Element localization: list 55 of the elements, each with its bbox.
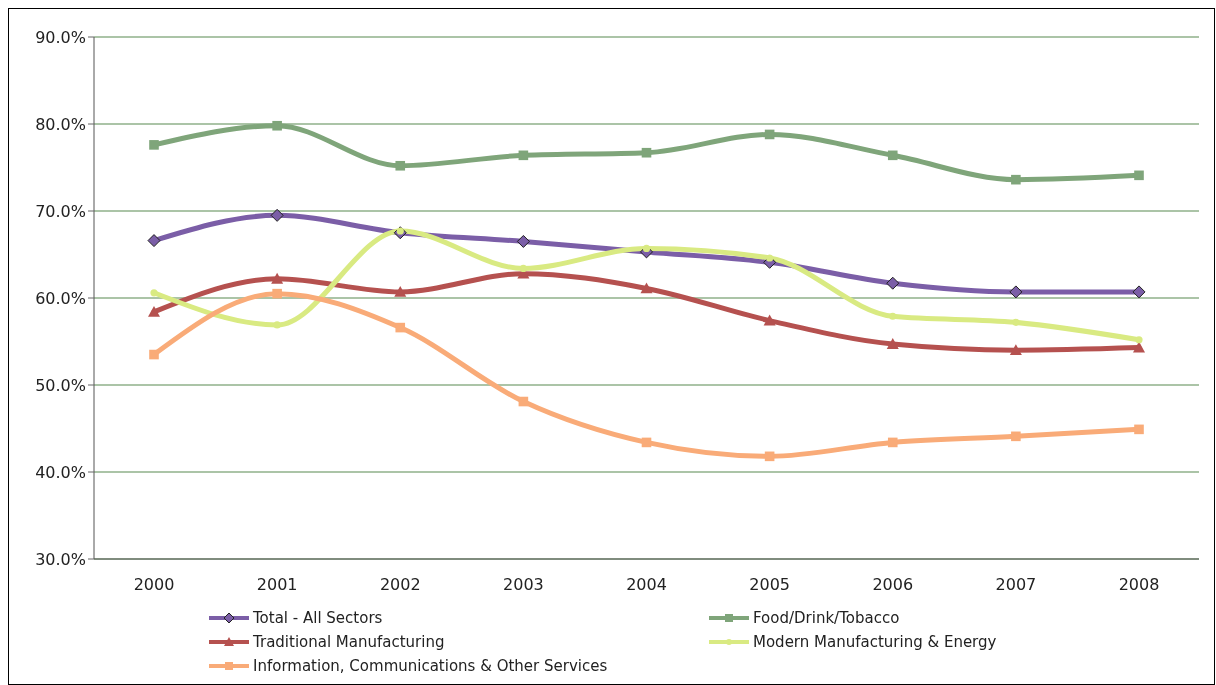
point — [1134, 170, 1144, 181]
y-tick-label: 50.0% — [35, 375, 86, 395]
point — [519, 264, 527, 273]
point — [886, 338, 899, 349]
point — [887, 437, 898, 448]
point — [148, 305, 160, 317]
point — [149, 349, 159, 360]
point — [1135, 336, 1143, 344]
point — [394, 285, 407, 297]
y-tick-label: 80.0% — [35, 114, 86, 134]
point — [1011, 174, 1021, 185]
x-tick-label: 2004 — [626, 575, 667, 595]
y-tick-label: 70.0% — [35, 201, 86, 221]
x-tick-label: 2005 — [749, 575, 790, 595]
x-tick-label: 2001 — [256, 575, 298, 595]
x-tick-label: 2008 — [1118, 575, 1160, 595]
point — [270, 208, 284, 222]
point — [1012, 318, 1020, 326]
point — [887, 150, 898, 161]
point — [763, 314, 776, 326]
point — [147, 234, 161, 248]
point — [641, 147, 652, 158]
legend-label: Total - All Sectors — [253, 609, 383, 627]
legend-label: Food/Drink/Tobacco — [753, 609, 900, 627]
x-tick-label: 2003 — [503, 575, 544, 595]
point — [1011, 431, 1021, 442]
point — [640, 282, 653, 294]
point — [395, 160, 406, 171]
legend-label: Modern Manufacturing & Energy — [753, 633, 997, 651]
point — [272, 288, 282, 299]
point — [1132, 285, 1146, 299]
y-tick-label: 30.0% — [35, 549, 86, 569]
point — [1009, 344, 1022, 355]
x-tick-label: 2002 — [379, 575, 421, 595]
point — [149, 140, 159, 150]
point — [889, 312, 897, 320]
point — [271, 272, 284, 284]
point — [273, 321, 281, 329]
point — [395, 322, 406, 333]
y-tick-label: 60.0% — [35, 288, 86, 308]
legend-label: Information, Communications & Other Services — [253, 657, 608, 675]
y-tick-label: 90.0% — [35, 27, 86, 47]
x-tick-label: 2006 — [872, 575, 914, 595]
point — [886, 276, 900, 290]
point — [150, 289, 158, 297]
point — [516, 234, 530, 248]
x-tick-label: 2000 — [133, 575, 175, 595]
point — [272, 120, 282, 131]
y-tick-label: 40.0% — [35, 462, 86, 482]
point — [766, 254, 774, 262]
x-tick-label: 2007 — [995, 575, 1037, 595]
point — [1134, 424, 1144, 435]
point — [1009, 285, 1023, 299]
point — [642, 244, 651, 253]
legend-label: Traditional Manufacturing — [253, 633, 445, 651]
